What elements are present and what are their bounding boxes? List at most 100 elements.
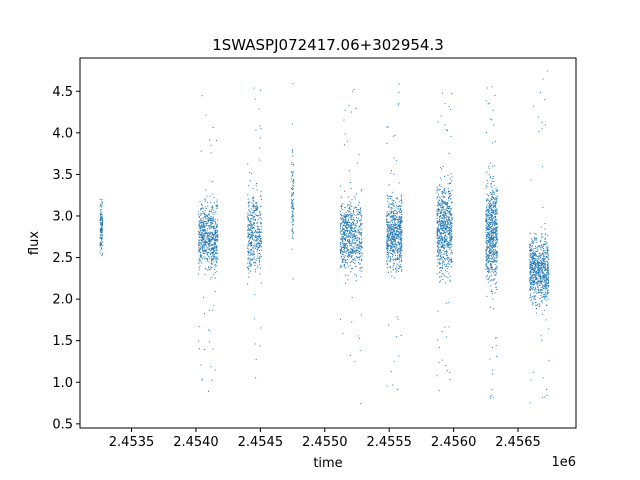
data-point [256,202,258,204]
data-point [214,231,216,233]
data-point [486,248,488,250]
data-point [340,246,342,248]
data-point [444,224,446,226]
data-point [358,209,360,211]
data-point [493,193,495,195]
data-point [257,219,259,221]
data-point [542,245,544,247]
data-point [341,238,343,240]
data-point [257,237,259,239]
data-point [213,238,215,240]
data-point [390,172,392,174]
data-point [343,220,345,222]
data-point [100,223,102,225]
data-point [441,259,443,261]
data-point [443,261,445,263]
data-point [447,216,449,218]
data-point [496,265,498,267]
data-point [443,247,445,249]
data-point [256,207,258,209]
data-point [487,240,489,242]
data-point [393,215,395,217]
data-point [448,213,450,215]
data-point [255,231,257,233]
data-point [450,173,452,175]
data-point [209,242,211,244]
data-point [398,220,400,222]
data-point [259,273,261,275]
data-point [437,241,439,243]
data-point [206,222,208,224]
data-point [216,253,218,255]
data-point [534,274,536,276]
data-point [344,238,346,240]
data-point [440,225,442,227]
data-point [291,217,293,219]
data-point [401,231,403,233]
data-point [349,224,351,226]
data-point [400,197,402,199]
data-point [535,273,537,275]
data-point [491,86,493,88]
data-point [490,242,492,244]
data-point [490,237,492,239]
data-point [445,266,447,268]
data-point [207,249,209,251]
data-point [292,207,294,209]
data-point [205,208,207,210]
data-point [496,236,498,238]
data-point [216,226,218,228]
data-point [253,261,255,263]
data-point [348,170,350,172]
data-point [250,236,252,238]
data-point [210,240,212,242]
data-point [540,289,542,291]
data-point [203,234,205,236]
data-point [387,226,389,228]
data-point [542,253,544,255]
data-point [438,229,440,231]
data-point [394,227,396,229]
data-point [259,147,261,149]
data-point [488,259,490,261]
data-point [361,246,363,248]
data-point [344,274,346,276]
data-point [343,266,345,268]
data-point [247,283,249,285]
data-point [493,244,495,246]
data-point [489,251,491,253]
data-point [493,240,495,242]
data-point [397,250,399,252]
data-point [487,229,489,231]
data-point [214,248,216,250]
data-point [393,223,395,225]
data-point [437,196,439,198]
data-point [490,118,492,120]
data-point [494,260,496,262]
data-point [442,222,444,224]
data-point [208,213,210,215]
data-point [386,254,388,256]
data-point [534,267,536,269]
data-point [216,240,218,242]
data-point [212,193,214,195]
data-point [436,211,438,213]
data-point [344,260,346,262]
data-point [545,242,547,244]
data-point [389,213,391,215]
data-point [292,194,294,196]
data-point [543,248,545,250]
data-point [400,209,402,211]
data-point [292,208,294,210]
data-point [444,225,446,227]
data-point [441,210,443,212]
data-point [541,269,543,271]
data-point [391,228,393,230]
data-point [349,208,351,210]
data-point [442,202,444,204]
data-point [99,244,101,246]
data-point [539,256,541,258]
data-point [398,251,400,253]
data-point [489,250,491,252]
y-axis: 0.51.01.52.02.53.03.54.04.5 [52,85,80,432]
